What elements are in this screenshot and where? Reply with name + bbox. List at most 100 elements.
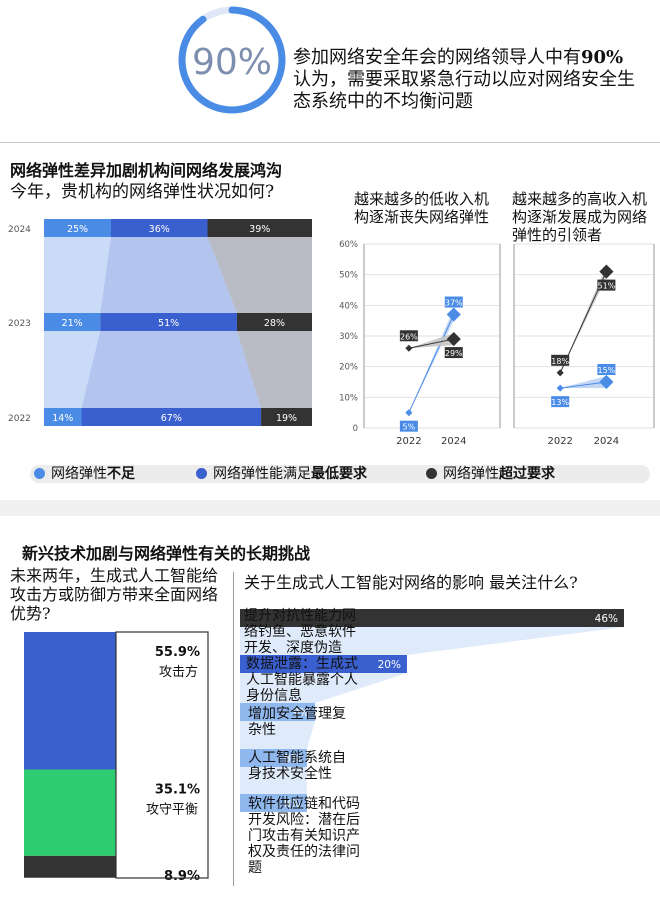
data-label: 8% — [284, 753, 301, 765]
bar-segment — [44, 313, 101, 331]
data-label-box — [444, 347, 463, 359]
divider — [0, 142, 660, 143]
data-point — [599, 264, 614, 279]
trend-wedge — [560, 265, 607, 373]
bar-segment — [111, 219, 208, 237]
bar-segment — [261, 408, 312, 426]
trend-wedge — [408, 333, 454, 349]
high-income-title: 越来越多的高收入机构逐渐发展成为网络弹性的引领者 — [512, 190, 648, 244]
legend-item-insufficient: 网络弹性 不足 — [34, 463, 135, 483]
legend-label: 网络弹性 — [51, 466, 107, 482]
data-label: 36% — [149, 224, 170, 235]
tick-label: 20% — [339, 363, 358, 373]
connector-band — [100, 237, 237, 313]
line-chart-panels: 0 10% 20% 30% 40% 50% 60% 2022 2024 5% 37% 26% 29% 20… — [339, 240, 655, 447]
legend-item-minimum: 网络弹性能满足 最低要求 — [196, 463, 367, 483]
section1-title: 网络弹性差异加剧机构间网络发展鸿沟 — [10, 161, 283, 180]
legend-item-exceeds: 网络弹性 超过要求 — [426, 463, 555, 483]
tick-label: 2022 — [8, 414, 31, 424]
legend-label: 网络弹性能满足 — [213, 466, 311, 482]
legend-label: 网络弹性 — [443, 466, 499, 482]
data-label: 55.9% — [155, 645, 200, 660]
tick-label: 50% — [339, 271, 358, 281]
bar — [240, 609, 624, 627]
data-label: 37% — [445, 299, 463, 308]
legend-dot — [426, 467, 437, 479]
data-label: 13% — [551, 398, 569, 407]
data-label: 39% — [249, 224, 270, 235]
legend-dot — [34, 467, 45, 479]
label-frame — [115, 631, 209, 879]
bar — [240, 703, 316, 721]
data-label: 29% — [445, 349, 463, 358]
data-label: 67% — [161, 413, 182, 424]
category-label: 攻守平衡 — [146, 803, 198, 818]
legend-dot — [196, 467, 207, 479]
concern-label-3: 增加安全管理复杂性 — [248, 706, 346, 738]
bar — [240, 655, 407, 673]
data-label-box — [551, 354, 570, 366]
ring-percent: 90% — [192, 42, 272, 83]
hero-text-bold: 90% — [581, 47, 624, 68]
percent-ring: 90% — [178, 6, 286, 114]
connector-band — [207, 237, 312, 313]
concern-label-1: 提升对抗性能力网络钓鱼、恶意软件开发、深度伪造 — [244, 608, 356, 656]
data-label: 8.9% — [164, 869, 200, 880]
legend-label-bold: 超过要求 — [499, 466, 555, 482]
data-label: 51% — [598, 282, 616, 291]
data-label-box — [597, 364, 616, 375]
bar — [240, 794, 307, 812]
legend-label-bold: 不足 — [107, 466, 135, 482]
data-label-box — [399, 420, 418, 432]
tick-label: 30% — [339, 332, 358, 342]
data-point — [556, 369, 564, 377]
bar-segment — [24, 855, 116, 878]
tick-label: 0 — [353, 424, 358, 434]
data-label: 28% — [264, 318, 285, 329]
concern-label-4: 人工智能系统自身技术安全性 — [248, 750, 346, 782]
data-label: 46% — [595, 613, 618, 625]
tick-label: 2022 — [547, 436, 572, 447]
concern-label-2: 数据泄露：生成式人工智能暴露个人身份信息 — [246, 656, 358, 704]
data-label: 18% — [551, 357, 569, 366]
hero-statement: 参加网络安全年会的网络领导人中有90%认为，需要采取紧急行动以应对网络安全生态系… — [293, 47, 638, 113]
series-line — [408, 314, 455, 413]
tick-label: 2024 — [441, 436, 466, 447]
bar-segment — [207, 219, 312, 237]
data-label: 19% — [276, 413, 297, 424]
bar — [240, 749, 307, 767]
data-label: 21% — [62, 318, 83, 329]
category-label: 攻击方 — [159, 664, 198, 680]
connector-band — [44, 331, 101, 408]
data-point — [599, 374, 614, 390]
series-line — [408, 338, 454, 349]
data-point — [446, 307, 461, 322]
data-point — [405, 409, 413, 417]
concern-bar-chart: 46% 20% 9% 8% 8% — [240, 609, 624, 812]
hero-text-after: 认为，需要采取紧急行动以应对网络安全生态系统中的不均衡问题 — [293, 69, 635, 112]
data-label: 8% — [284, 798, 301, 810]
bar-segment — [100, 313, 237, 331]
bar-segment — [44, 219, 111, 237]
data-label-box — [597, 279, 616, 291]
concern-label-5: 软件供应链和代码开发风险：潜在后门攻击有关知识产权及责任的法律问题 — [248, 796, 360, 876]
bar-segment — [81, 408, 262, 426]
data-point — [556, 384, 564, 392]
connector-band — [236, 331, 312, 408]
concern-bars-area: 46% 20% 9% 8% 8% 提升对抗性能力网络钓鱼、恶意软件开发、深度伪造 数据泄… — [238, 600, 658, 880]
hero-section: 90% 参加网络安全年会的网络领导人中有90%认为，需要采取紧急行动以应对网络安… — [0, 0, 660, 140]
tick-label: 40% — [339, 301, 358, 311]
bar-segment — [24, 632, 116, 770]
hero-text-before: 参加网络安全年会的网络领导人中有 — [293, 47, 581, 68]
tick-label: 60% — [339, 240, 358, 250]
tick-label: 2024 — [594, 436, 619, 447]
data-label-box — [551, 396, 570, 408]
connector-band — [81, 331, 262, 408]
connector-band — [44, 237, 111, 313]
data-point — [405, 344, 413, 352]
stacked-bar-chart: 2024 25% 36% 39% 2023 21% 51% 28% 2022 14% 67% 19% — [8, 219, 312, 426]
right-question: 关于生成式人工智能对网络的影响 最关注什么? — [244, 573, 578, 592]
data-label: 15% — [598, 366, 616, 375]
tick-label: 10% — [339, 393, 358, 403]
